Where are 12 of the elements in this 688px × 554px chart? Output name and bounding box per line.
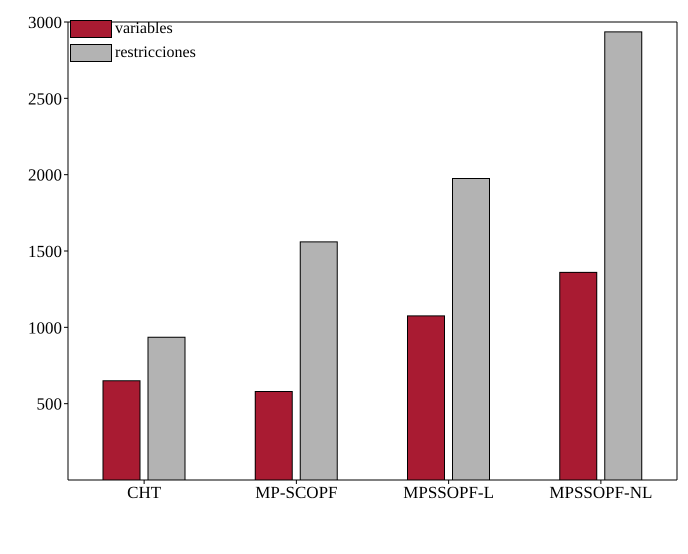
x-tick-label: MPSSOPF-NL	[549, 483, 652, 502]
y-tick-label: 3000	[28, 13, 62, 32]
y-tick-label: 1500	[28, 242, 62, 262]
legend-label: restricciones	[115, 44, 196, 62]
y-tick-label: 2500	[28, 89, 62, 108]
x-tick-label: MPSSOPF-L	[403, 483, 494, 502]
y-tick-label: 1000	[28, 318, 62, 338]
x-tick-label: CHT	[127, 483, 162, 502]
y-tick-label: 500	[36, 394, 62, 414]
x-tick-label: MP-SCOPF	[255, 483, 338, 502]
legend-label: variables	[115, 20, 173, 38]
y-tick-label: 2000	[28, 166, 62, 185]
